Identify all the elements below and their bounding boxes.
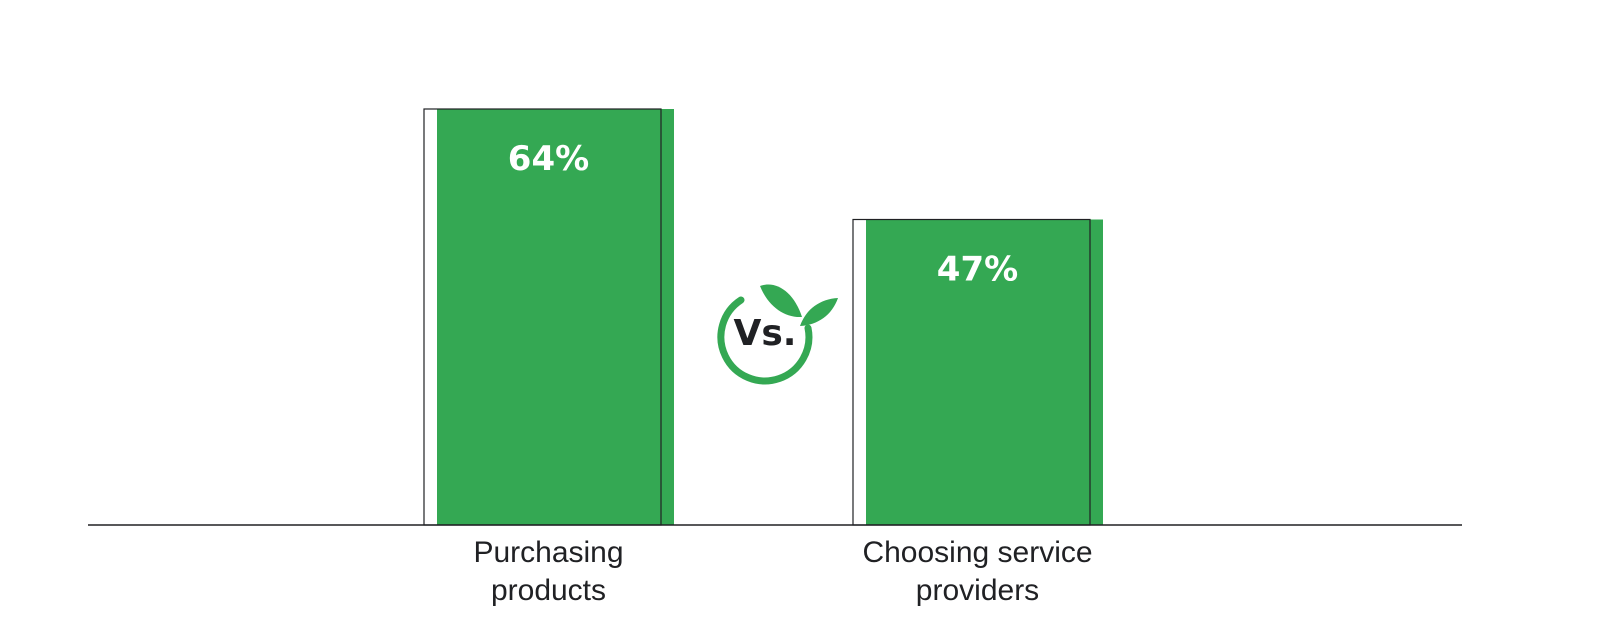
right-leaf-icon (800, 298, 838, 326)
bar-1: 64% (423, 108, 674, 526)
category-label-line: Choosing service (862, 536, 1092, 569)
vs-label: Vs. (734, 313, 797, 354)
bars-group: 64% 47% (423, 108, 1103, 526)
bar-fill (866, 219, 1103, 525)
category-label-line: products (491, 574, 606, 607)
sprout-ring-icon (717, 296, 813, 385)
category-label-line: Purchasing (473, 536, 623, 569)
category-label-line: providers (916, 574, 1039, 607)
bar-value-label: 47% (937, 250, 1018, 290)
bar-value-label: 64% (508, 139, 589, 179)
category-label: Purchasing products (473, 536, 623, 607)
vs-badge: Vs. (717, 284, 838, 385)
category-labels: Purchasing products Choosing service provid… (473, 536, 1092, 607)
left-leaf-icon (760, 284, 802, 318)
bar-fill (437, 109, 674, 525)
category-label: Choosing service providers (862, 536, 1092, 607)
bar-2: 47% (852, 218, 1103, 526)
